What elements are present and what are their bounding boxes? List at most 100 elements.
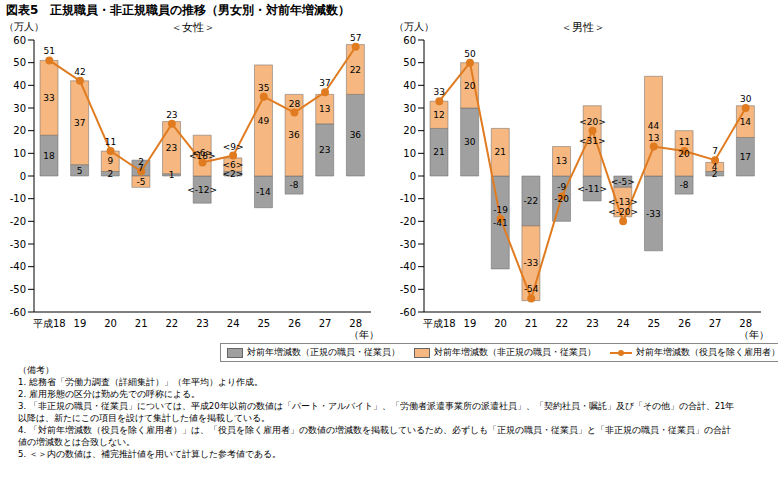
- svg-text:2: 2: [138, 157, 144, 167]
- svg-text:<20>: <20>: [579, 117, 606, 127]
- svg-text:14: 14: [740, 117, 752, 127]
- svg-text:33: 33: [43, 93, 54, 103]
- svg-text:-40: -40: [400, 261, 416, 272]
- svg-text:13: 13: [648, 133, 659, 143]
- svg-text:36: 36: [288, 130, 300, 140]
- svg-text:1: 1: [169, 170, 175, 180]
- svg-text:<2>: <2>: [222, 169, 243, 179]
- svg-text:-10: -10: [10, 193, 26, 204]
- svg-text:51: 51: [44, 46, 55, 56]
- svg-text:25: 25: [647, 318, 660, 329]
- svg-text:9: 9: [107, 156, 113, 166]
- svg-text:60: 60: [403, 35, 416, 46]
- svg-text:60: 60: [13, 35, 26, 46]
- svg-text:49: 49: [258, 116, 270, 126]
- svg-text:-60: -60: [400, 307, 416, 318]
- svg-text:13: 13: [556, 156, 567, 166]
- svg-text:-20: -20: [10, 216, 26, 227]
- svg-text:<-11>: <-11>: [577, 184, 607, 194]
- svg-text:平成18: 平成18: [423, 318, 456, 329]
- svg-text:21: 21: [525, 318, 538, 329]
- svg-text:25: 25: [257, 318, 270, 329]
- svg-text:-8: -8: [680, 180, 689, 190]
- svg-text:35: 35: [258, 83, 269, 93]
- svg-text:11: 11: [679, 137, 690, 147]
- svg-text:22: 22: [350, 65, 361, 75]
- svg-text:23: 23: [166, 110, 177, 120]
- svg-text:21: 21: [433, 147, 444, 157]
- svg-text:23: 23: [319, 145, 330, 155]
- svg-text:42: 42: [74, 67, 85, 77]
- svg-text:28: 28: [289, 99, 301, 109]
- svg-text:<-5>: <-5>: [611, 177, 635, 187]
- svg-text:-22: -22: [524, 196, 539, 206]
- svg-text:19: 19: [464, 318, 477, 329]
- svg-text:20: 20: [464, 81, 476, 91]
- svg-text:44: 44: [648, 121, 660, 131]
- svg-text:22: 22: [555, 318, 568, 329]
- svg-text:-30: -30: [400, 239, 416, 250]
- svg-text:12: 12: [433, 110, 444, 120]
- svg-text:26: 26: [288, 318, 301, 329]
- svg-text:28: 28: [739, 318, 752, 329]
- svg-text:21: 21: [495, 147, 506, 157]
- svg-text:30: 30: [464, 137, 476, 147]
- svg-text:-10: -10: [400, 193, 416, 204]
- svg-text:5: 5: [77, 166, 83, 176]
- svg-text:-60: -60: [10, 307, 26, 318]
- svg-text:37: 37: [319, 78, 330, 88]
- svg-text:-5: -5: [136, 177, 145, 187]
- svg-text:<-13>: <-13>: [608, 197, 638, 207]
- svg-text:22: 22: [165, 318, 178, 329]
- svg-text:-54: -54: [524, 284, 539, 294]
- svg-text:23: 23: [586, 318, 599, 329]
- svg-text:37: 37: [74, 118, 85, 128]
- svg-text:21: 21: [135, 318, 148, 329]
- svg-text:24: 24: [617, 318, 630, 329]
- svg-text:17: 17: [740, 152, 751, 162]
- svg-text:24: 24: [227, 318, 240, 329]
- svg-text:33: 33: [434, 87, 445, 97]
- svg-text:-8: -8: [290, 180, 299, 190]
- svg-text:28: 28: [349, 318, 362, 329]
- svg-text:2: 2: [107, 169, 113, 179]
- svg-text:26: 26: [678, 318, 691, 329]
- svg-text:18: 18: [43, 151, 55, 161]
- svg-text:57: 57: [350, 33, 361, 43]
- svg-text:平成18: 平成18: [33, 318, 66, 329]
- svg-text:30: 30: [740, 94, 752, 104]
- svg-text:<-20>: <-20>: [608, 207, 638, 217]
- svg-text:-50: -50: [400, 284, 416, 295]
- svg-text:40: 40: [13, 80, 26, 91]
- svg-text:27: 27: [709, 318, 722, 329]
- svg-text:23: 23: [196, 318, 209, 329]
- svg-text:20: 20: [104, 318, 117, 329]
- svg-text:-41: -41: [493, 218, 508, 228]
- svg-text:-20: -20: [400, 216, 416, 227]
- svg-text:-9: -9: [557, 182, 566, 192]
- svg-text:-14: -14: [256, 187, 271, 197]
- svg-text:20: 20: [494, 318, 507, 329]
- svg-text:0: 0: [20, 171, 26, 182]
- svg-text:30: 30: [403, 103, 416, 114]
- svg-text:20: 20: [678, 149, 690, 159]
- svg-text:19: 19: [74, 318, 87, 329]
- svg-text:<6>: <6>: [192, 148, 213, 158]
- svg-text:-33: -33: [646, 209, 661, 219]
- svg-text:11: 11: [105, 137, 116, 147]
- svg-text:<6>: <6>: [222, 160, 243, 170]
- svg-text:-50: -50: [10, 284, 26, 295]
- svg-text:40: 40: [403, 80, 416, 91]
- svg-text:50: 50: [464, 49, 476, 59]
- svg-text:-40: -40: [10, 261, 26, 272]
- svg-text:20: 20: [13, 125, 26, 136]
- svg-text:-19: -19: [493, 205, 508, 215]
- svg-text:50: 50: [13, 57, 26, 68]
- svg-text:<31>: <31>: [579, 136, 606, 146]
- svg-text:27: 27: [319, 318, 332, 329]
- svg-text:10: 10: [13, 148, 26, 159]
- svg-text:10: 10: [403, 148, 416, 159]
- svg-text:-33: -33: [524, 258, 539, 268]
- svg-text:36: 36: [350, 130, 362, 140]
- svg-text:50: 50: [403, 57, 416, 68]
